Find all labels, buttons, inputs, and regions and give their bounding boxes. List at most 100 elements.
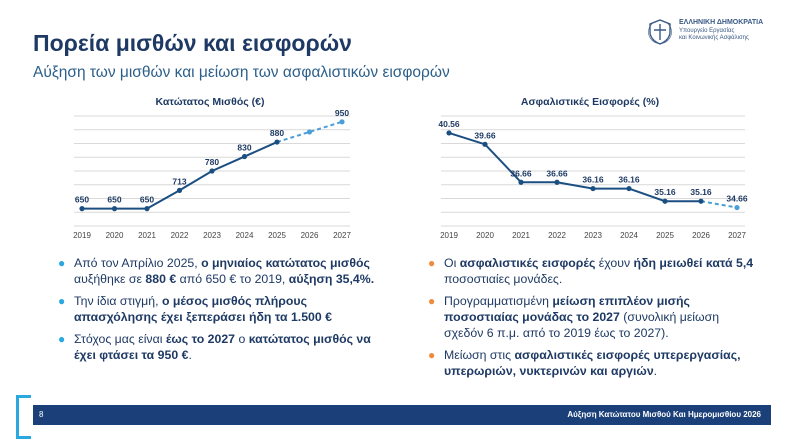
bullet-text-segment: ασφαλιστικές εισφορές [459,256,596,270]
chart-title: Κατώτατος Μισθός (€) [156,96,265,108]
data-label: 35.16 [654,187,676,197]
bullet-text-segment: ο μηνιαίος κατώτατος μισθός [201,256,370,270]
right-bullet-item: ● Προγραμματισμένη μείωση επιπλέον μισής … [428,293,758,341]
bullet-text-segment: . [188,348,192,362]
left-bullet-item: ● Την ίδια στιγμή, ο μέσος μισθός πλήρους… [58,293,376,325]
right-bullet-item: ● Οι ασφαλιστικές εισφορές έχουν ήδη μειω… [428,255,758,287]
bullet-dot-icon: ● [428,294,436,308]
data-point [79,206,85,212]
bullet-text-segment: Οι [444,256,460,270]
bullet-dot-icon: ● [58,294,66,308]
data-label: 950 [335,108,349,118]
x-tick-label: 2024 [236,231,254,240]
series-line-projected [276,120,343,144]
logo-line-2: Υπουργείο Εργασίας [679,28,735,34]
data-point [274,139,280,145]
bullet-text-segment: από 650 € το 2019, [176,272,289,286]
data-label: 40.56 [438,119,460,129]
data-label: 880 [270,128,284,138]
data-point [306,129,313,135]
bullet-text-segment: αυξήθηκε σε [74,272,146,286]
data-point [144,206,150,212]
data-point [698,198,704,204]
data-label: 830 [237,143,251,153]
emblem-icon [648,19,672,45]
x-tick-label: 2022 [171,231,189,240]
left-bullet-item: ● Από τον Απρίλιο 2025, ο μηνιαίος κατώτα… [58,255,376,287]
x-tick-label: 2021 [512,231,530,240]
x-tick-label: 2021 [138,231,156,240]
x-tick-label: 2019 [440,231,458,240]
ministry-logo: ΕΛΛΗΝΙΚΗ ΔΗΜΟΚΡΑΤΙΑ Υπουργείο Εργασίας κ… [646,18,774,48]
page-subtitle: Αύξηση των μισθών και μείωση των ασφαλισ… [33,64,450,81]
x-tick-label: 2019 [73,231,91,240]
data-point [339,119,345,125]
data-label: 36.16 [618,175,640,185]
bullet-text-segment: Την ίδια στιγμή, [74,294,162,308]
bullet-dot-icon: ● [428,256,436,270]
x-tick-label: 2027 [728,231,746,240]
x-tick-label: 2023 [584,231,602,240]
data-label: 780 [205,157,219,167]
contributions-chart: Ασφαλιστικές Εισφορές (%) 40.56 2019 39.66 2… [425,90,755,250]
data-label: 650 [140,195,154,205]
data-point [176,187,183,193]
bullet-text-segment: (συνολική μείωση σχεδόν 6 π.μ. από το 20… [444,310,720,340]
data-label: 36.66 [546,168,568,178]
x-tick-label: 2025 [656,231,674,240]
corner-bracket-decoration [16,395,31,439]
data-label: 39.66 [474,130,496,140]
bullet-text-segment: έως το 2027 [165,332,236,346]
data-point [241,153,248,160]
bullet-text-segment: 880 € [145,272,177,286]
x-tick-label: 2024 [620,231,638,240]
x-tick-label: 2022 [548,231,566,240]
bullet-dot-icon: ● [428,348,436,362]
data-point [482,141,488,147]
bullet-text-segment: ο μέσος μισθός πλήρους απασχόλησης έχει … [74,294,332,324]
bullet-text-segment: ήδη μειωθεί κατά 5,4 [633,256,754,270]
x-tick-label: 2025 [268,231,286,240]
series-line-actual [448,131,701,203]
right-bullet-item: ● Μείωση στις ασφαλιστικές εισφορές υπερε… [428,347,758,379]
bullet-dot-icon: ● [58,332,66,346]
bullet-text-segment: ποσοστιαίες μονάδες. [444,272,563,286]
x-tick-label: 2026 [301,231,319,240]
bullet-text-segment: έχουν [595,256,634,270]
left-bullet-item: ● Στόχος μας είναι έως το 2027 ο κατώτατο… [58,331,376,363]
data-point [518,179,524,185]
logo-line-3: και Κοινωνικής Ασφάλισης [679,35,749,41]
bullet-text-segment: αύξηση 35,4%. [288,272,375,286]
bullet-text-segment: ο [235,332,249,346]
bullet-text-segment: Στόχος μας είναι [74,332,166,346]
data-label: 36.16 [582,175,604,185]
bullet-text-segment: . [653,364,658,378]
footer-bar: 8 Αύξηση Κατώτατου Μισθού Και Ημερομισθί… [33,405,771,425]
series-line-projected [700,200,738,209]
data-point [734,204,740,211]
bullet-text-segment: Μείωση στις [444,348,515,362]
data-point [446,130,452,136]
chart-title: Ασφαλιστικές Εισφορές (%) [521,96,659,108]
data-label: 650 [75,195,89,205]
data-point [209,168,215,174]
x-tick-label: 2027 [333,231,351,240]
data-point [590,185,596,192]
bullet-text-segment: κατώτατος μισθός να έχει φτάσει τα 950 € [74,332,371,362]
page-title: Πορεία μισθών και εισφορών [33,30,352,56]
data-point [626,185,632,192]
x-tick-label: 2026 [692,231,710,240]
data-label: 36.66 [510,168,532,178]
x-tick-label: 2023 [203,231,221,240]
bullet-text-segment: Από τον Απρίλιο 2025, [74,256,202,270]
x-tick-label: 2020 [476,231,494,240]
bullet-text-segment: ασφαλιστικές εισφορές υπερεργασίας, υπερ… [444,348,741,378]
x-tick-label: 2020 [106,231,124,240]
left-bullet-list: ● Από τον Απρίλιο 2025, ο μηνιαίος κατώτα… [58,255,376,369]
data-label: 35.16 [690,187,712,197]
data-label: 650 [107,195,121,205]
bullet-dot-icon: ● [58,256,66,270]
data-label: 713 [172,176,186,186]
minimum-wage-chart: Κατώτατος Μισθός (€) 650 2019 650 2020 650 202… [60,90,360,250]
logo-line-1: ΕΛΛΗΝΙΚΗ ΔΗΜΟΚΡΑΤΙΑ [679,19,764,26]
